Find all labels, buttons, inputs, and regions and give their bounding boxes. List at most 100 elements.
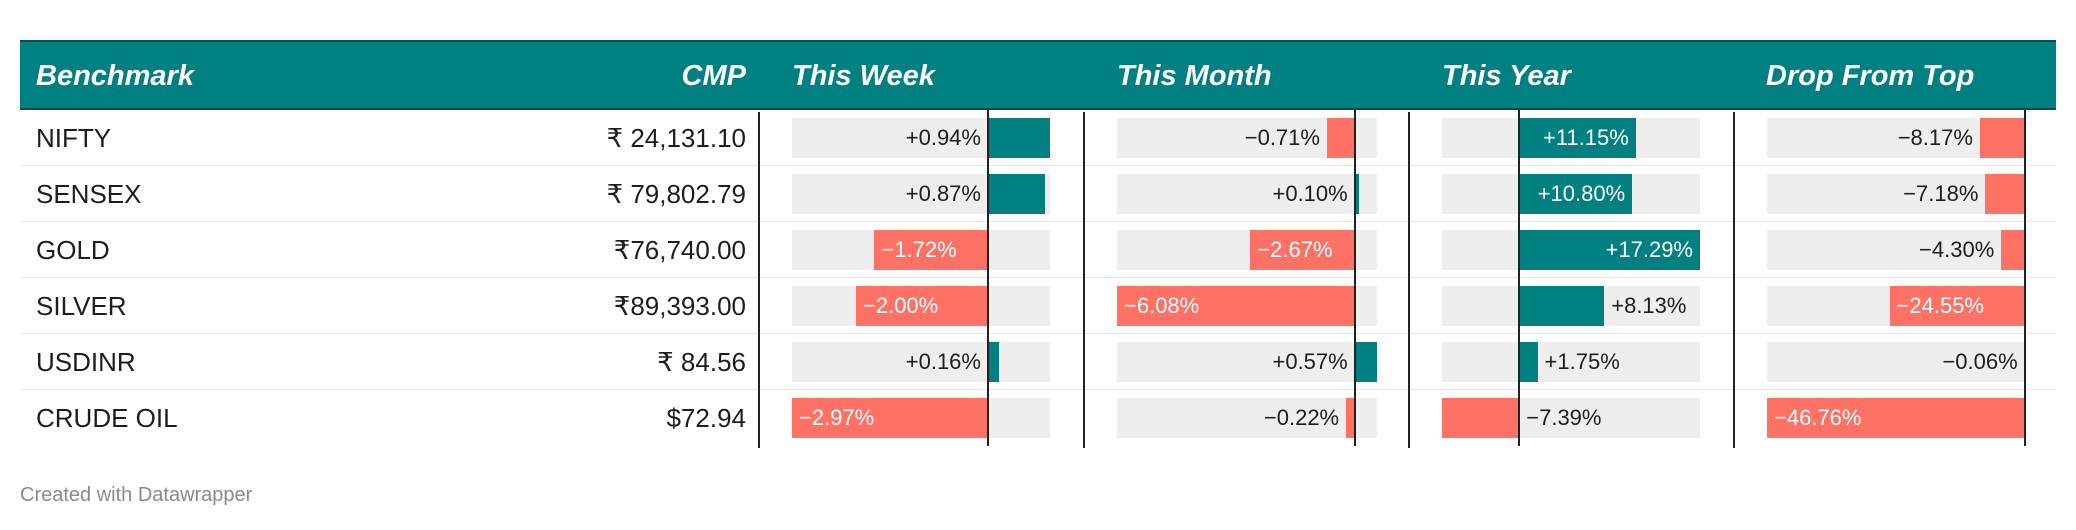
- year-bar-cell: −7.39%: [1442, 390, 1700, 446]
- week-bar-cell: −2.00%: [792, 278, 1050, 334]
- month-bar: [1250, 230, 1355, 270]
- month-bar: [1117, 286, 1355, 326]
- month-bar-cell: +0.10%: [1117, 166, 1377, 222]
- week-bar: [987, 342, 999, 382]
- year-zero-line: [1518, 334, 1521, 390]
- drop-zero-line: [2024, 110, 2026, 166]
- column-divider: [1083, 112, 1085, 448]
- drop-bar: [1889, 286, 2025, 326]
- month-value-label: −0.22%: [1263, 405, 1340, 430]
- year-value-label: −7.39%: [1526, 405, 1602, 430]
- year-bar: [1519, 286, 1605, 326]
- drop-value-label: −0.06%: [1942, 349, 2018, 374]
- column-divider: [1733, 112, 1735, 448]
- month-value-label: −6.08%: [1124, 293, 1200, 318]
- week-bar: [792, 398, 988, 438]
- drop-zero-line: [2024, 278, 2026, 334]
- month-bar: [1354, 342, 1377, 382]
- week-bar: [874, 230, 988, 270]
- week-value-label: +0.16%: [905, 349, 981, 374]
- week-zero-line: [986, 390, 989, 446]
- header-benchmark[interactable]: Benchmark: [36, 60, 194, 92]
- month-zero-line: [1353, 110, 1356, 166]
- week-bar: [987, 174, 1046, 214]
- week-value-label: +0.87%: [905, 181, 981, 206]
- week-bar-cell: −2.97%: [792, 390, 1050, 446]
- header-this-week[interactable]: This Week: [792, 60, 935, 92]
- month-value-label: −2.67%: [1257, 237, 1333, 262]
- table-header: Benchmark CMP This Week This Month This …: [20, 40, 2056, 110]
- year-bar: [1442, 398, 1520, 438]
- table-row: USDINR ₹ 84.56 +0.16% +0.57% +1.75% −0.06%: [20, 334, 2056, 390]
- table-row: NIFTY ₹ 24,131.10 +0.94% −0.71% +11.15% −8.17…: [20, 110, 2056, 166]
- table-row: GOLD ₹76,740.00 −1.72% −2.67% +17.29% −4.30%: [20, 222, 2056, 278]
- drop-bar-cell: −46.76%: [1767, 390, 2026, 446]
- table-row: SILVER ₹89,393.00 −2.00% −6.08% +8.13% −24.55…: [20, 278, 2056, 334]
- drop-bar-cell: −7.18%: [1767, 166, 2026, 222]
- benchmark-name: SILVER: [36, 291, 127, 321]
- header-this-month[interactable]: This Month: [1117, 60, 1272, 92]
- table-row: CRUDE OIL $72.94 −2.97% −0.22% −7.39% −46.76%: [20, 390, 2056, 446]
- month-bar: [1354, 174, 1359, 214]
- year-bar-cell: +10.80%: [1442, 166, 1700, 222]
- drop-bar-cell: −24.55%: [1767, 278, 2026, 334]
- cmp-value: ₹89,393.00: [613, 291, 746, 321]
- benchmark-name: GOLD: [36, 235, 110, 265]
- week-value-label: +0.94%: [905, 125, 981, 150]
- year-value-label: +8.13%: [1611, 293, 1687, 318]
- drop-value-label: −8.17%: [1897, 125, 1973, 150]
- benchmark-name: CRUDE OIL: [36, 403, 178, 433]
- drop-zero-line: [2024, 222, 2026, 278]
- month-bar-cell: +0.57%: [1117, 334, 1377, 390]
- year-zero-line: [1518, 110, 1521, 166]
- week-zero-line: [986, 110, 989, 166]
- drop-zero-line: [2024, 166, 2026, 222]
- year-bar-cell: +1.75%: [1442, 334, 1700, 390]
- week-value-label: −2.97%: [799, 405, 875, 430]
- month-bar-cell: −0.71%: [1117, 110, 1377, 166]
- week-zero-line: [986, 278, 989, 334]
- month-bar: [1326, 118, 1355, 158]
- year-zero-line: [1518, 166, 1521, 222]
- year-bar-cell: +17.29%: [1442, 222, 1700, 278]
- week-bar-cell: +0.16%: [792, 334, 1050, 390]
- table-body: NIFTY ₹ 24,131.10 +0.94% −0.71% +11.15% −8.17…: [20, 110, 2056, 446]
- week-bar: [856, 286, 988, 326]
- cmp-value: ₹76,740.00: [613, 235, 746, 265]
- cmp-value: ₹ 79,802.79: [606, 179, 746, 209]
- column-divider: [1408, 112, 1410, 448]
- header-cmp[interactable]: CMP: [681, 60, 746, 92]
- month-bar-cell: −6.08%: [1117, 278, 1377, 334]
- year-bar: [1519, 118, 1636, 158]
- month-bar-cell: −0.22%: [1117, 390, 1377, 446]
- year-bar-cell: +11.15%: [1442, 110, 1700, 166]
- month-zero-line: [1353, 222, 1356, 278]
- month-zero-line: [1353, 334, 1356, 390]
- year-bar: [1519, 342, 1538, 382]
- header-drop-from-top[interactable]: Drop From Top: [1766, 60, 1975, 92]
- week-bar-cell: −1.72%: [792, 222, 1050, 278]
- drop-value-label: −46.76%: [1774, 405, 1862, 430]
- year-bar-cell: +8.13%: [1442, 278, 1700, 334]
- drop-bar: [2001, 230, 2025, 270]
- month-zero-line: [1353, 166, 1356, 222]
- drop-zero-line: [2024, 334, 2026, 390]
- footer-credit: Created with Datawrapper: [20, 484, 253, 506]
- column-divider: [758, 112, 760, 448]
- year-zero-line: [1518, 390, 1521, 446]
- cmp-value: $72.94: [666, 403, 746, 433]
- year-value-label: +10.80%: [1537, 181, 1626, 206]
- week-zero-line: [986, 334, 989, 390]
- week-bar: [987, 118, 1050, 158]
- header-this-year[interactable]: This Year: [1442, 60, 1571, 92]
- benchmark-table: Benchmark CMP This Week This Month This …: [20, 40, 2056, 448]
- benchmark-name: USDINR: [36, 347, 136, 377]
- week-value-label: −2.00%: [863, 293, 939, 318]
- drop-bar: [1979, 118, 2025, 158]
- week-bar-cell: +0.87%: [792, 166, 1050, 222]
- week-bar-cell: +0.94%: [792, 110, 1050, 166]
- year-zero-line: [1518, 278, 1521, 334]
- drop-value-label: −24.55%: [1896, 293, 1984, 318]
- drop-bar-cell: −0.06%: [1767, 334, 2027, 390]
- month-bar: [1346, 398, 1355, 438]
